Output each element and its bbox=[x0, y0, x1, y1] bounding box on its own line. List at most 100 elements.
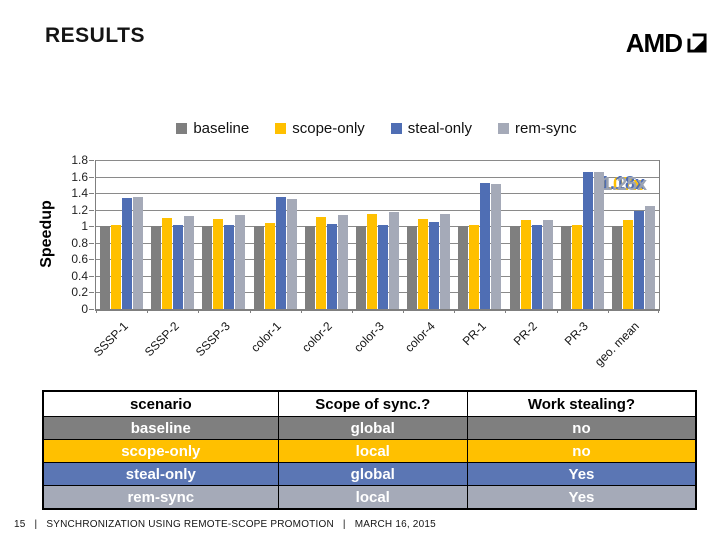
x-axis-tick bbox=[403, 309, 404, 313]
bar-baseline bbox=[253, 226, 264, 309]
scenario-table: scenario Scope of sync.? Work stealing? ba… bbox=[42, 390, 697, 510]
bar-group-geo-mean bbox=[608, 160, 659, 309]
x-axis-tick bbox=[301, 309, 302, 313]
bar-scope-only bbox=[213, 218, 224, 309]
bar-rem-sync bbox=[337, 215, 348, 309]
y-tick-mark bbox=[89, 193, 94, 195]
bar-steal-only bbox=[122, 198, 133, 309]
bar-group-pr-2 bbox=[506, 160, 557, 309]
bar-scope-only bbox=[418, 218, 429, 309]
bar-scope-only bbox=[264, 222, 275, 309]
amd-arrow-icon bbox=[687, 33, 707, 53]
y-axis-ticks: 0 0.2 0.4 0.6 0.8 1 1.2 1.4 1.6 1.8 bbox=[0, 153, 94, 316]
gridline bbox=[96, 226, 659, 228]
bar-scope-only bbox=[520, 219, 531, 309]
x-axis-labels: SSSP-1 SSSP-2 SSSP-3 color-1 color-2 color-3 c… bbox=[90, 315, 658, 387]
table-cell: scope-only bbox=[42, 439, 279, 463]
annotation-label: 1.18x bbox=[600, 173, 646, 193]
bar-rem-sync bbox=[440, 213, 451, 309]
bar-baseline bbox=[202, 226, 213, 309]
bar-rem-sync bbox=[389, 212, 400, 309]
table-cell: global bbox=[277, 416, 468, 440]
page-title: RESULTS bbox=[45, 24, 145, 47]
bar-scope-only bbox=[469, 224, 480, 309]
bar-rem-sync bbox=[644, 205, 655, 309]
bar-steal-only bbox=[224, 224, 235, 309]
bar-steal-only bbox=[582, 171, 593, 309]
bar-scope-only bbox=[622, 220, 633, 309]
table-header-row: scenario Scope of sync.? Work stealing? bbox=[42, 390, 697, 417]
bar-scope-only bbox=[111, 224, 122, 309]
legend-marker-icon bbox=[275, 123, 287, 134]
bar-rem-sync bbox=[542, 219, 553, 309]
legend-item-baseline: baseline bbox=[176, 120, 249, 137]
y-tick-mark bbox=[89, 275, 94, 277]
geo-mean-annotation: 1.07x 1.18x 1.25x bbox=[598, 173, 670, 197]
footer: 15 | SYNCHRONIZATION USING REMOTE-SCOPE PR… bbox=[14, 519, 436, 530]
bar-rem-sync bbox=[491, 184, 502, 309]
bar-baseline bbox=[611, 226, 622, 309]
legend-marker-icon bbox=[176, 123, 188, 134]
x-axis-tick bbox=[658, 309, 659, 313]
bar-baseline bbox=[458, 226, 469, 309]
plot-area bbox=[95, 160, 660, 313]
bar-group-pr-1 bbox=[454, 160, 505, 309]
y-tick-mark bbox=[89, 309, 94, 310]
x-axis-tick bbox=[250, 309, 251, 313]
x-axis-tick bbox=[454, 309, 455, 313]
bar-steal-only bbox=[173, 225, 184, 309]
bar-rem-sync bbox=[286, 198, 297, 309]
bar-group-color-1 bbox=[250, 160, 301, 309]
bar-baseline bbox=[407, 226, 418, 309]
y-tick-mark bbox=[89, 259, 94, 261]
bar-scope-only bbox=[162, 217, 173, 309]
gridline bbox=[96, 209, 659, 211]
bar-group-sssp-1 bbox=[96, 160, 147, 309]
table-cell: Yes bbox=[466, 485, 697, 510]
amd-logo-text: AMD bbox=[625, 28, 683, 58]
table-cell: no bbox=[466, 416, 697, 440]
y-tick-label: 0.2 bbox=[71, 285, 88, 300]
table-row: rem-sync local Yes bbox=[42, 485, 697, 510]
chart-legend: baseline scope-only steal-only rem-sync bbox=[95, 120, 658, 137]
table-row: steal-only global Yes bbox=[42, 462, 697, 486]
legend-label: scope-only bbox=[292, 120, 365, 137]
annotation-label: 1.25x bbox=[602, 174, 648, 194]
amd-logo: AMD bbox=[626, 30, 708, 56]
x-axis-tick bbox=[198, 309, 199, 313]
y-tick-label: 1.4 bbox=[71, 186, 88, 201]
gridline bbox=[96, 160, 659, 161]
bar-group-sssp-2 bbox=[147, 160, 198, 309]
annotation-label: 1.07x bbox=[598, 174, 644, 194]
table-cell: local bbox=[277, 485, 468, 510]
gridline bbox=[96, 275, 659, 277]
bar-scope-only bbox=[367, 213, 378, 309]
bar-rem-sync bbox=[184, 216, 195, 309]
table-cell: steal-only bbox=[42, 462, 279, 486]
y-tick-label: 1.8 bbox=[71, 153, 88, 167]
y-tick-label: 1.2 bbox=[71, 202, 88, 217]
footer-separator: | bbox=[34, 519, 38, 530]
bar-steal-only bbox=[633, 211, 644, 309]
gridline bbox=[96, 193, 659, 195]
y-tick-mark bbox=[89, 160, 94, 161]
table-header-cell: Work stealing? bbox=[466, 390, 697, 417]
y-tick-label: 1.6 bbox=[71, 169, 88, 184]
legend-label: rem-sync bbox=[514, 120, 577, 137]
bar-baseline bbox=[304, 226, 315, 309]
table-cell: no bbox=[466, 439, 697, 463]
x-axis-tick bbox=[505, 309, 506, 313]
bar-steal-only bbox=[326, 223, 337, 309]
y-tick-mark bbox=[89, 176, 94, 178]
y-tick-label: 0.8 bbox=[71, 235, 88, 250]
x-axis-tick bbox=[352, 309, 353, 313]
x-axis-tick bbox=[557, 309, 558, 313]
page-number: 15 bbox=[14, 519, 26, 530]
bar-steal-only bbox=[275, 197, 286, 309]
gridline bbox=[96, 292, 659, 294]
table-row: scope-only local no bbox=[42, 439, 697, 463]
legend-item-steal-only: steal-only bbox=[390, 120, 472, 137]
bar-baseline bbox=[151, 226, 162, 309]
table-cell: local bbox=[277, 439, 468, 463]
y-tick-mark bbox=[89, 209, 94, 211]
